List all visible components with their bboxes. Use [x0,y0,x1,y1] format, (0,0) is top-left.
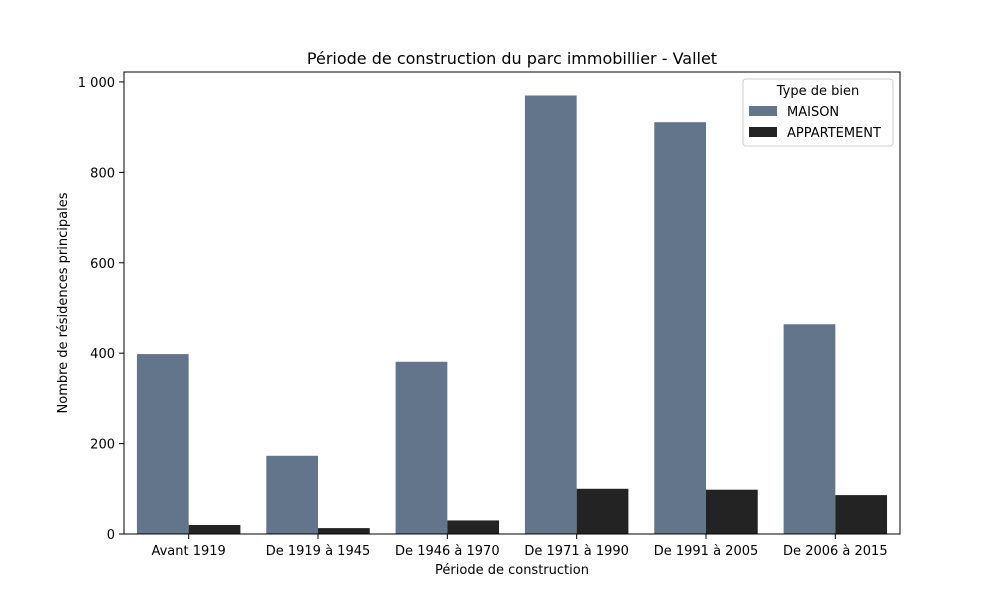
y-tick-label: 0 [107,528,115,543]
bar-appartement-2 [447,520,500,534]
y-axis: 0 200 400 600 800 1 000 [78,76,124,543]
x-tick-label: De 1971 à 1990 [524,544,629,559]
y-tick-label: 600 [90,257,115,272]
x-tick-label: De 1946 à 1970 [395,544,500,559]
x-tick-label: De 1919 à 1945 [266,544,371,559]
legend-swatch-appartement [749,127,777,137]
x-axis: Avant 1919 De 1919 à 1945 De 1946 à 1970 De… [151,534,888,559]
y-tick-label: 800 [90,166,115,181]
y-tick-label: 200 [90,438,115,453]
bar-maison-1 [266,455,318,534]
legend-box [742,78,894,147]
plot-frame [123,71,901,535]
legend-label-appartement: APPARTEMENT [787,126,881,141]
bar-maison-0 [136,354,189,534]
bar-maison-3 [524,95,577,534]
bar-appartement-1 [318,528,370,534]
x-tick-label: De 2006 à 2015 [783,544,888,559]
chart-title: Période de construction du parc immobill… [307,49,717,68]
y-tick-label: 400 [90,347,115,362]
legend: Type de bien MAISON APPARTEMENT [742,78,894,147]
bar-appartement-3 [576,488,629,534]
bars-group [136,95,888,535]
legend-title: Type de bien [776,84,859,99]
legend-label-maison: MAISON [787,105,839,120]
legend-swatch-maison [749,106,777,116]
x-axis-label: Période de construction [435,563,589,578]
bar-appartement-5 [835,495,888,534]
x-tick-label: Avant 1919 [151,544,225,559]
y-tick-label: 1 000 [78,76,115,91]
y-axis-label: Nombre de résidences principales [56,192,71,413]
bar-appartement-0 [188,524,241,534]
x-tick-label: De 1991 à 2005 [654,544,759,559]
bar-maison-4 [654,122,706,535]
bar-maison-2 [395,361,448,534]
bar-maison-5 [783,324,836,534]
bar-appartement-4 [706,489,758,534]
